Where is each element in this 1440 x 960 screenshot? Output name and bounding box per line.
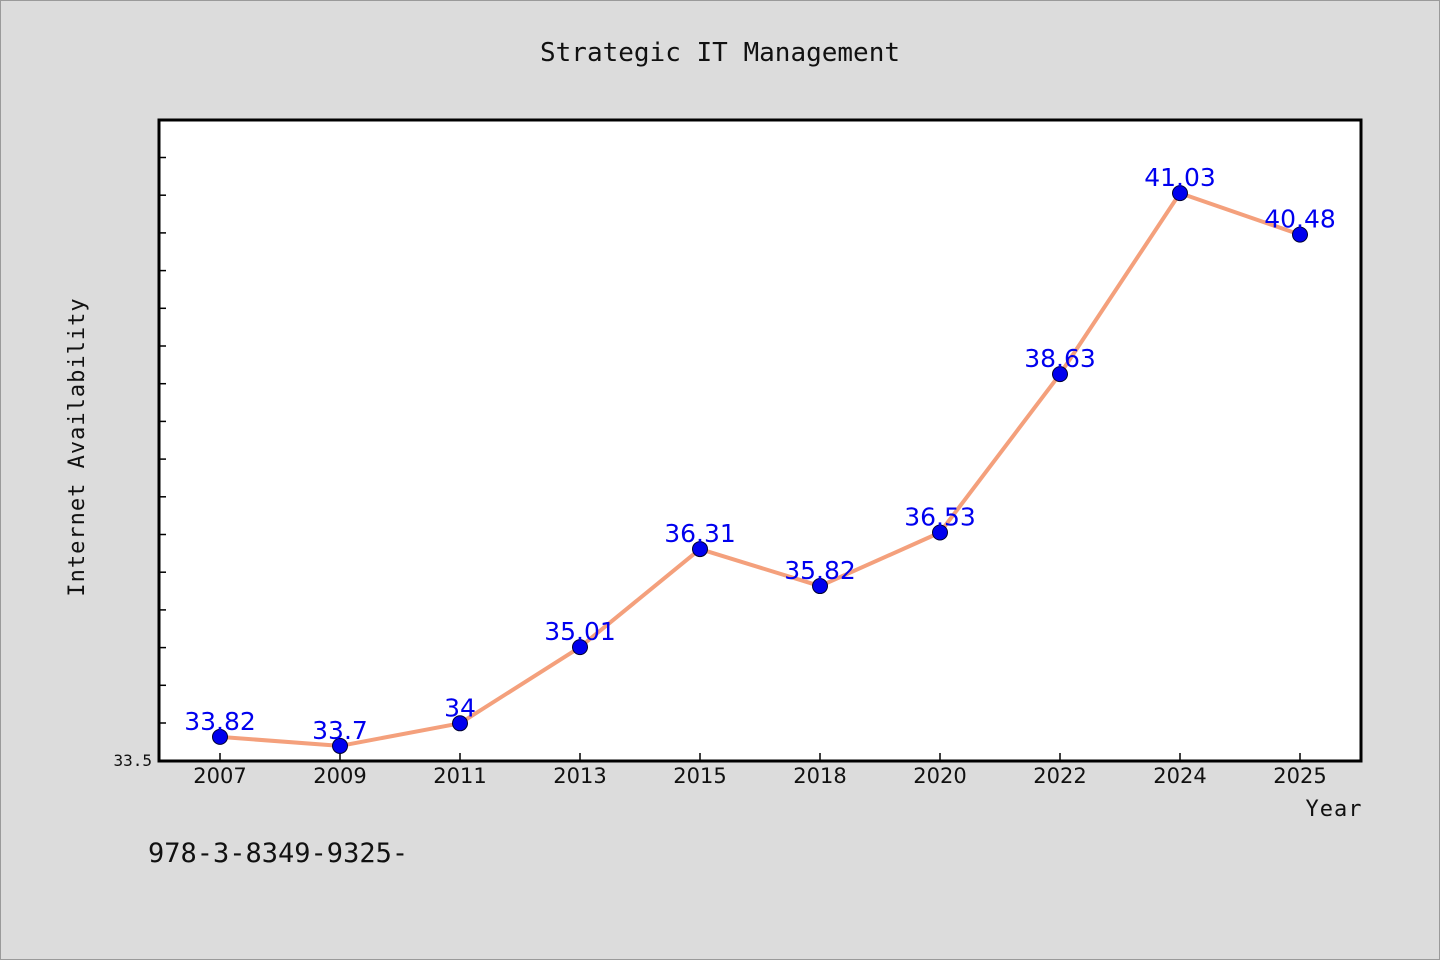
data-point [572, 639, 588, 656]
x-tick-label: 2024 [1153, 764, 1206, 788]
data-label: 33.7 [312, 716, 368, 745]
y-axis-label: Internet Availability [65, 297, 90, 596]
data-label: 35.01 [544, 617, 616, 646]
data-label: 33.82 [184, 707, 256, 736]
data-point [1172, 185, 1188, 202]
data-label: 36.31 [664, 519, 736, 548]
data-point [692, 541, 708, 558]
data-point [212, 728, 228, 745]
data-label: 38.63 [1024, 344, 1096, 373]
x-tick-label: 2011 [433, 764, 486, 788]
y-tick-label: 33.5 [113, 751, 152, 770]
x-tick-label: 2007 [193, 764, 246, 788]
data-label: 41.03 [1144, 163, 1216, 192]
x-tick-label: 2013 [553, 764, 606, 788]
plot-area [157, 118, 1363, 763]
chart-title: Strategic IT Management [540, 38, 900, 68]
data-label: 34 [444, 693, 476, 722]
data-point [932, 524, 948, 541]
data-label: 40.48 [1264, 205, 1336, 234]
marker-group [212, 185, 1308, 754]
x-tick-label: 2009 [313, 764, 366, 788]
series-line [219, 191, 1301, 748]
data-label: 36.53 [904, 503, 976, 532]
data-point [812, 578, 828, 595]
data-point [452, 715, 468, 732]
data-point [1052, 366, 1068, 383]
data-point [1292, 226, 1308, 243]
y-axis-ticks [159, 156, 166, 724]
data-point [332, 737, 348, 754]
data-label-group: 33.82 33.7 34 35.01 36.31 35.82 36.53 38.63 41.0… [184, 163, 1336, 745]
x-tick-label: 2022 [1033, 764, 1086, 788]
x-tick-label: 2020 [913, 764, 966, 788]
x-tick-label: 2018 [793, 764, 846, 788]
y-axis-tick-labels: 33.5 [113, 751, 152, 770]
x-axis-tick-labels: 2007 2009 2011 2013 2015 2018 2020 2022 2024 2025 [193, 764, 1326, 788]
x-axis-ticks [219, 753, 1301, 761]
x-tick-label: 2015 [673, 764, 726, 788]
footer-code: 978-3-8349-9325- [148, 838, 408, 869]
x-axis-label: Year [1306, 797, 1363, 822]
data-label: 35.82 [784, 556, 856, 585]
series-group [219, 191, 1301, 748]
x-tick-label: 2025 [1273, 764, 1326, 788]
